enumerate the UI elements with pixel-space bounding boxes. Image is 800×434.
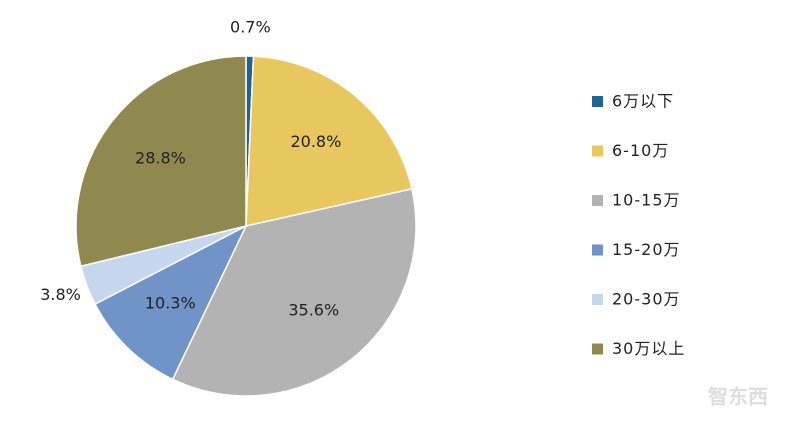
pie-slice: [75, 55, 247, 268]
legend-label: 30万以上: [612, 339, 685, 358]
data-label: 10.3%: [145, 294, 196, 313]
data-label: 20.8%: [290, 132, 341, 151]
legend-label: 10-15万: [612, 191, 681, 210]
legend-label: 15-20万: [612, 240, 681, 259]
legend-swatch: [592, 195, 603, 206]
legend-label: 20-30万: [612, 290, 681, 309]
pie-slice: [171, 188, 417, 397]
legend-swatch: [592, 244, 603, 256]
legend-swatch: [592, 96, 603, 107]
legend-label: 6-10万: [612, 141, 669, 160]
legend-swatch: [592, 294, 603, 305]
watermark: 智东西: [708, 385, 768, 409]
data-label: 0.7%: [230, 18, 271, 37]
data-label: 28.8%: [135, 148, 186, 167]
pie-slice: [245, 55, 413, 227]
legend-swatch: [592, 145, 603, 157]
pie-slice: [94, 224, 248, 381]
data-label: 35.6%: [288, 301, 339, 320]
legend-swatch: [592, 343, 603, 355]
legend-label: 6万以下: [612, 92, 674, 111]
data-label: 3.8%: [40, 285, 81, 304]
